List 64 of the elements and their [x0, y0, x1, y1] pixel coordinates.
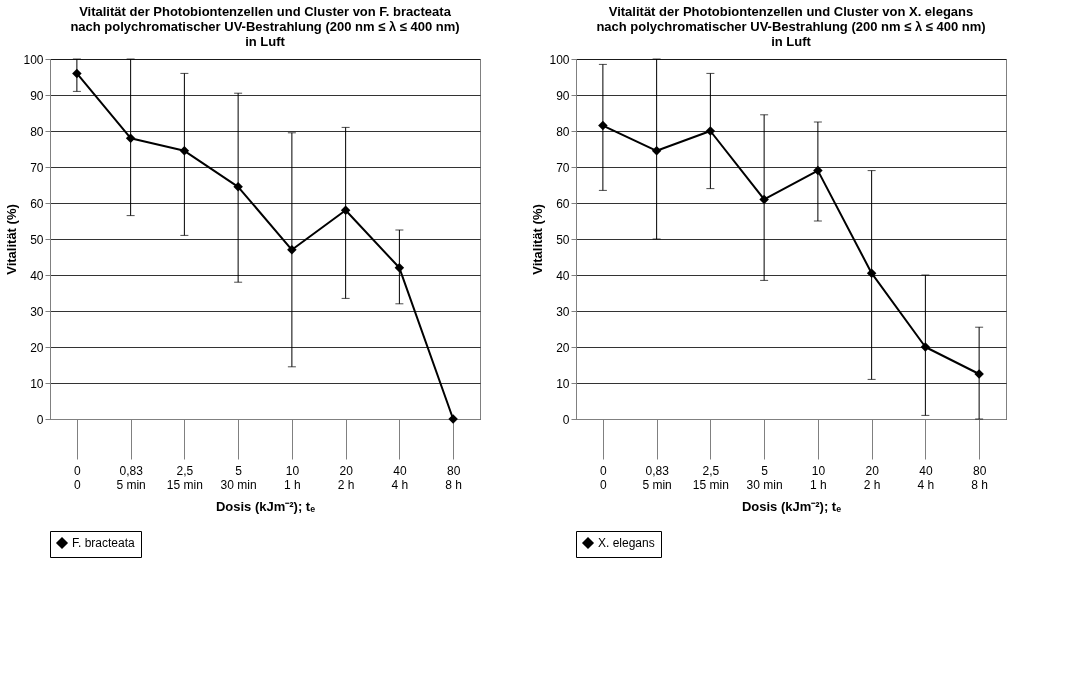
x-tick-label: 2,5 15 min	[692, 463, 729, 492]
x-tick-label: 20 2 h	[337, 463, 355, 492]
y-tick-label: 0	[36, 412, 44, 427]
x-tick-label: 2,5 15 min	[166, 463, 203, 492]
point	[920, 342, 931, 352]
y-tick-label: 80	[30, 124, 44, 139]
y-tick-label: 50	[556, 232, 570, 247]
y-tick-label: 90	[556, 88, 570, 103]
y-tick-label: 10	[556, 376, 570, 391]
x-tick-label: 40 4 h	[391, 463, 409, 492]
text: Vitalität der Photobiontenzellen und Cluster von X. elegans	[608, 4, 974, 19]
y-tick-label: 30	[556, 304, 570, 319]
legend-label: F. bracteata	[72, 536, 136, 550]
y-tick-label: 0	[562, 412, 570, 427]
point	[72, 68, 82, 79]
x-tick-label: 0,83 5 min	[116, 463, 146, 492]
x-tick-label: 40 4 h	[917, 463, 935, 492]
x-tick-label: 5 30 min	[746, 463, 783, 492]
text: nach polychromatischer UV-Bestrahlung (200 nm ≤ λ ≤ 400 nm)	[596, 19, 986, 34]
x-tick-label: 0,83 5 min	[642, 463, 672, 492]
point	[866, 268, 877, 278]
y-tick-label: 90	[30, 88, 44, 103]
x-tick-label: 80 8 h	[971, 463, 988, 492]
point	[598, 120, 608, 131]
legend-label: X. elegans	[598, 536, 655, 550]
y-tick-label: 20	[556, 340, 570, 355]
text: in Luft	[771, 34, 811, 49]
text: nach polychromatischer UV-Bestrahlung (200 nm ≤ λ ≤ 400 nm)	[70, 19, 460, 34]
x-tick-label: 10 1 h	[284, 463, 301, 492]
point	[233, 182, 243, 192]
x-tick-label: 5 30 min	[220, 463, 257, 492]
y-tick-label: 40	[556, 268, 570, 283]
point	[394, 263, 405, 273]
y-tick-label: 40	[30, 268, 44, 283]
y-tick-label: 100	[549, 52, 570, 67]
y-tick-label: 80	[556, 124, 570, 139]
y-tick-label: 10	[30, 376, 44, 391]
y-tick-label: 50	[30, 232, 44, 247]
y-tick-label: 30	[30, 304, 44, 319]
y-tick-label: 60	[556, 196, 570, 211]
y-tick-label: 60	[30, 196, 44, 211]
x-tick-label: 80 8 h	[445, 463, 462, 492]
x-axis-title: Dosis (kJm⁻²); tₑ	[215, 498, 316, 514]
x-axis-title: Dosis (kJm⁻²); tₑ	[741, 498, 842, 514]
text: Vitalität der Photobiontenzellen und Cluster von F. bracteata	[79, 4, 451, 19]
point	[287, 245, 297, 255]
x-tick-label: 10 1 h	[810, 463, 827, 492]
y-tick-label: 70	[30, 160, 44, 175]
point	[125, 133, 136, 143]
y-axis-title: Vitalität (%)	[530, 204, 546, 275]
x-tick-label: 0 0	[600, 463, 608, 492]
point	[759, 194, 769, 205]
y-tick-label: 20	[30, 340, 44, 355]
text: in Luft	[245, 34, 285, 49]
point	[340, 205, 351, 215]
y-tick-label: 100	[23, 52, 44, 67]
point	[179, 146, 190, 156]
x-tick-label: 0 0	[74, 463, 82, 492]
point	[813, 165, 823, 176]
point	[705, 126, 716, 136]
y-tick-label: 70	[556, 160, 570, 175]
y-axis-title: Vitalität (%)	[4, 204, 20, 275]
x-tick-label: 20 2 h	[863, 463, 881, 492]
point	[651, 146, 662, 156]
